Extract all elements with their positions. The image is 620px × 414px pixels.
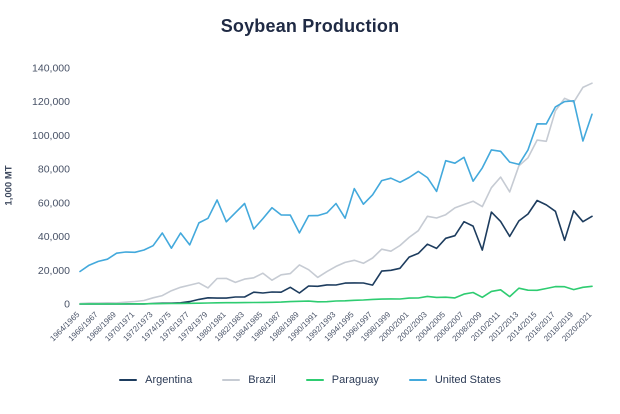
legend-item-argentina: Argentina (119, 374, 192, 386)
y-tick-label: 0 (64, 299, 70, 311)
legend-label: Brazil (248, 374, 276, 386)
legend-item-brazil: Brazil (222, 374, 276, 386)
y-tick-label: 20,000 (38, 265, 70, 277)
y-tick-label: 100,000 (32, 130, 70, 142)
legend-swatch-united-states (408, 379, 427, 381)
legend-item-paraguay: Paraguay (305, 374, 379, 386)
series-line-argentina (79, 199, 593, 305)
y-tick-label: 40,000 (38, 231, 70, 243)
series-line-brazil (79, 82, 593, 305)
y-tick-label: 140,000 (32, 63, 70, 75)
legend-label: United States (434, 374, 501, 386)
series-line-paraguay (79, 285, 593, 305)
legend-swatch-brazil (222, 379, 241, 381)
legend-label: Argentina (145, 374, 193, 386)
y-tick-label: 60,000 (38, 197, 70, 209)
legend-item-united-states: United States (408, 374, 501, 386)
series-line-united-states (79, 99, 593, 273)
y-tick-label: 120,000 (32, 96, 70, 108)
legend-label: Paraguay (331, 374, 379, 386)
chart-title: Soybean Production (220, 16, 400, 36)
legend-swatch-paraguay (305, 379, 324, 381)
y-tick-label: 80,000 (38, 164, 70, 176)
chart-legend: Argentina Brazil Paraguay United States (0, 374, 620, 386)
chart-canvas: 0 20,000 40,000 60,000 80,000 100,000 120,000 1… (32, 63, 594, 344)
legend-swatch-argentina (119, 379, 138, 381)
